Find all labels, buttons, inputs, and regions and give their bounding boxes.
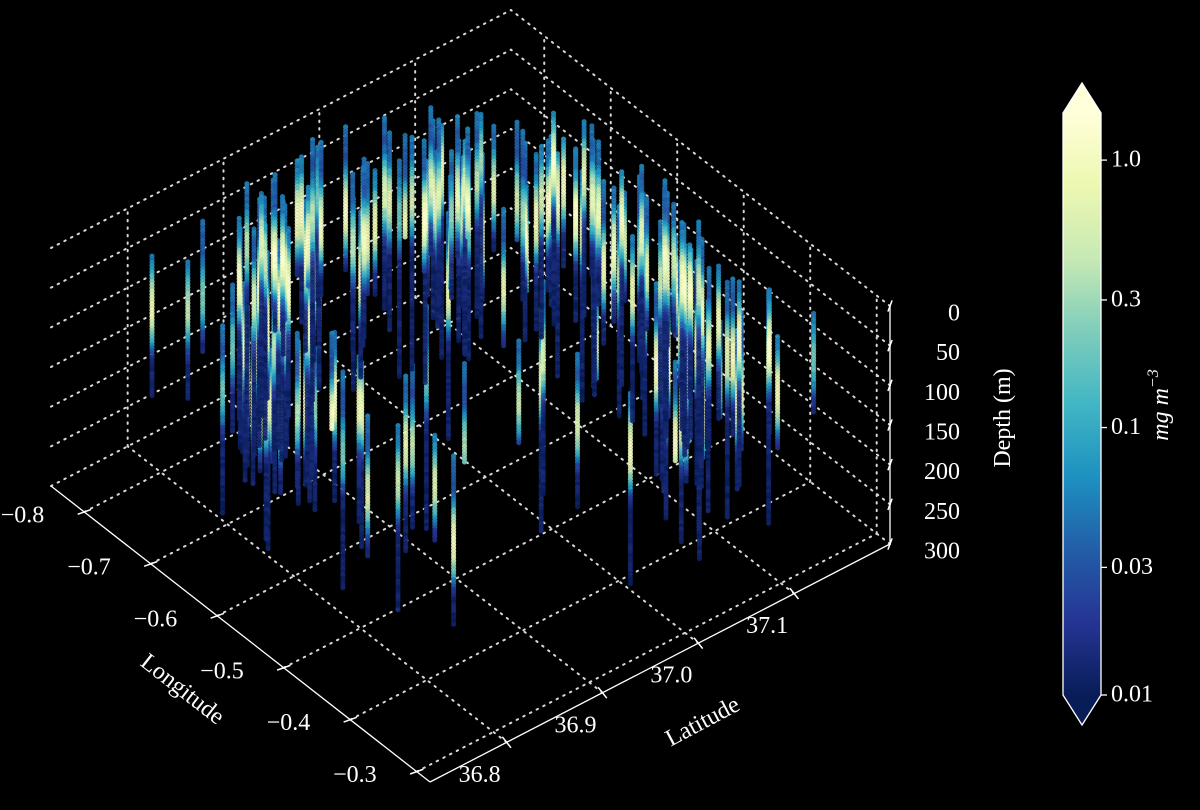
data-point: [263, 536, 269, 542]
data-point: [265, 545, 271, 552]
data-point: [683, 478, 689, 484]
data-point: [616, 413, 622, 419]
data-point: [403, 548, 409, 554]
data-point: [501, 343, 507, 349]
data-point: [694, 480, 700, 487]
data-point: [642, 431, 648, 437]
data-point: [365, 553, 371, 559]
data-point: [775, 445, 781, 451]
data-point: [574, 504, 581, 510]
data-point: [659, 476, 665, 482]
data-point: [591, 391, 598, 398]
data-point: [579, 397, 585, 403]
data-point: [423, 525, 429, 531]
data-point: [461, 459, 468, 465]
data-point: [696, 451, 702, 457]
grid-lines: [50, 9, 891, 773]
data-point: [705, 508, 711, 514]
data-point: [687, 394, 693, 400]
data-point: [734, 486, 740, 492]
data-point: [696, 555, 703, 562]
data-point: [639, 370, 645, 376]
gridline-wall-depth2: [510, 9, 891, 307]
data-point: [681, 437, 687, 443]
data-point: [538, 528, 544, 534]
data-point: [698, 483, 705, 490]
data-point: [619, 381, 625, 388]
data-point: [340, 585, 346, 591]
data-point: [688, 434, 694, 440]
data-point: [730, 431, 736, 438]
gridline-floor-lat: [126, 445, 508, 744]
data-point: [706, 443, 712, 449]
data-point: [811, 409, 817, 415]
data-point: [295, 500, 301, 507]
data-point: [516, 439, 522, 446]
data-point: [766, 520, 772, 526]
data-point: [716, 415, 722, 421]
data-point: [332, 497, 338, 504]
data-point: [736, 482, 742, 488]
gridline-floor-lat: [318, 346, 700, 645]
data-point: [278, 489, 284, 496]
data-point: [356, 518, 362, 525]
data-point: [359, 543, 365, 550]
gridline-floor-lon: [349, 480, 812, 721]
data-point: [627, 581, 634, 587]
gridline-floor-lat: [414, 296, 796, 595]
data-point: [696, 534, 702, 540]
gridline-floor-lat: [222, 395, 604, 694]
data-point: [663, 515, 669, 521]
data-point: [611, 318, 617, 324]
gridline-wall-depth2: [510, 48, 891, 347]
data-point: [672, 458, 678, 464]
data-point: [409, 524, 416, 530]
gridline-floor-lon: [282, 428, 745, 669]
data-point: [312, 507, 318, 513]
data-point: [329, 426, 335, 432]
data-point: [678, 539, 684, 545]
gridline-floor-lon: [415, 532, 878, 773]
data-point: [629, 418, 636, 424]
data-point: [451, 621, 457, 627]
data-point: [653, 471, 659, 477]
data-point: [601, 340, 607, 346]
data-point: [294, 483, 300, 489]
data-point: [679, 426, 685, 432]
data-point: [766, 430, 773, 436]
data-point: [661, 488, 667, 494]
data-point: [682, 452, 688, 458]
data-point: [663, 434, 669, 440]
scatter-points: [149, 105, 817, 627]
data-point: [540, 491, 546, 497]
data-point: [671, 328, 677, 334]
data-point: [432, 537, 438, 543]
data-point: [395, 607, 401, 613]
data-point: [662, 409, 668, 415]
data-point: [724, 514, 730, 520]
